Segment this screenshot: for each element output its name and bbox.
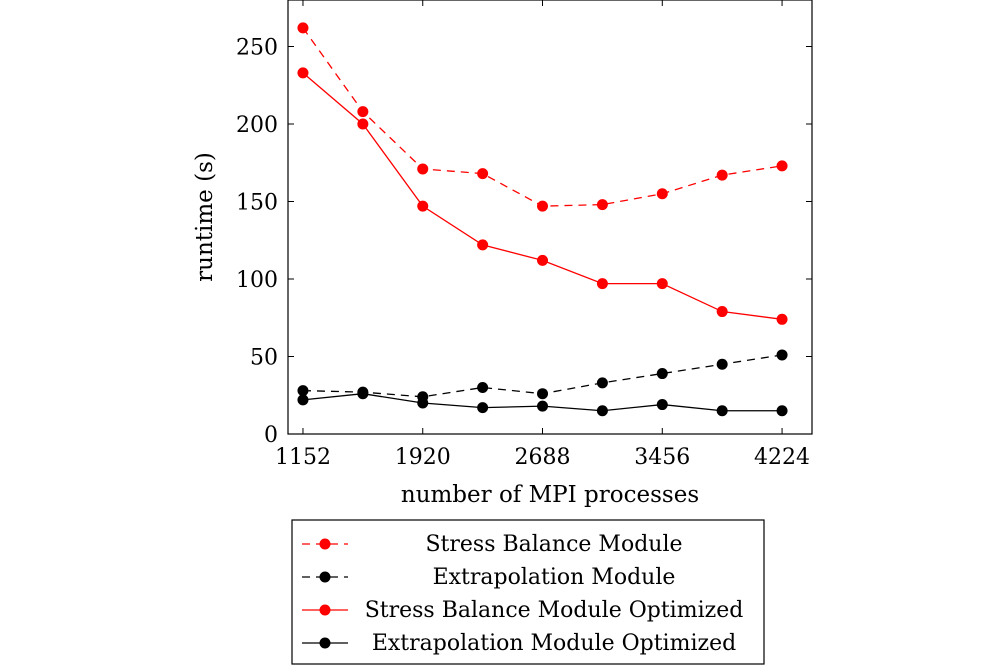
y-tick-label: 0 bbox=[264, 423, 278, 448]
data-point bbox=[537, 200, 549, 212]
data-point bbox=[357, 106, 369, 118]
legend-label-1: Stress Balance Module bbox=[425, 532, 682, 557]
data-point bbox=[656, 368, 668, 380]
y-tick-label: 100 bbox=[236, 268, 278, 293]
data-point bbox=[716, 358, 728, 370]
data-point bbox=[477, 382, 489, 393]
data-point bbox=[357, 388, 369, 400]
series-line-1 bbox=[302, 27, 783, 207]
y-axis-label: runtime (s) bbox=[192, 152, 218, 282]
x-tick-label: 2688 bbox=[515, 445, 571, 470]
legend-marker-4 bbox=[319, 637, 331, 649]
data-point bbox=[477, 402, 489, 414]
x-tick-label: 1152 bbox=[275, 445, 331, 470]
data-point bbox=[297, 385, 309, 397]
data-point bbox=[537, 400, 549, 412]
data-point bbox=[417, 163, 429, 175]
data-point bbox=[776, 313, 788, 325]
legend-label-3: Stress Balance Module Optimized bbox=[365, 598, 744, 623]
y-tick-label: 150 bbox=[236, 191, 278, 216]
data-point bbox=[357, 118, 369, 130]
data-point bbox=[537, 254, 549, 266]
data-point bbox=[297, 22, 309, 34]
data-point bbox=[656, 278, 668, 290]
data-point bbox=[776, 405, 788, 417]
data-point bbox=[297, 394, 309, 406]
legend: Stress Balance Module Extrapolation Modul… bbox=[291, 519, 765, 665]
data-point bbox=[716, 169, 728, 181]
legend-marker-2 bbox=[319, 571, 331, 583]
y-tick-label: 50 bbox=[250, 346, 278, 371]
y-tick-label: 200 bbox=[236, 113, 278, 138]
legend-label-4: Extrapolation Module Optimized bbox=[372, 631, 736, 656]
legend-marker-3 bbox=[319, 604, 331, 616]
legend-marker-1 bbox=[319, 538, 331, 550]
data-point bbox=[596, 405, 608, 417]
legend-label-2: Extrapolation Module bbox=[433, 565, 676, 590]
legend-box bbox=[291, 519, 765, 665]
data-point bbox=[776, 349, 788, 361]
data-point bbox=[297, 67, 309, 79]
plot-area bbox=[297, 22, 788, 417]
data-point bbox=[656, 188, 668, 200]
data-point bbox=[537, 388, 549, 400]
data-point bbox=[716, 306, 728, 318]
axis-frame bbox=[287, 0, 813, 435]
data-point bbox=[596, 377, 608, 389]
x-tick-label: 3456 bbox=[634, 445, 690, 470]
series-line-3 bbox=[302, 72, 783, 320]
x-tick-label: 4224 bbox=[754, 445, 810, 470]
axes: 1152 1920 2688 3456 4224 0 50 100 150 200 250 bbox=[236, 0, 813, 470]
data-point bbox=[477, 239, 489, 251]
data-point bbox=[776, 160, 788, 172]
data-point bbox=[417, 200, 429, 212]
data-point bbox=[596, 278, 608, 290]
data-point bbox=[716, 405, 728, 417]
y-tick-label: 250 bbox=[236, 36, 278, 61]
x-tick-label: 1920 bbox=[395, 445, 451, 470]
data-point bbox=[596, 199, 608, 211]
x-axis-label: number of MPI processes bbox=[401, 482, 699, 508]
data-point bbox=[477, 168, 489, 180]
data-point bbox=[656, 399, 668, 411]
data-point bbox=[417, 397, 429, 409]
